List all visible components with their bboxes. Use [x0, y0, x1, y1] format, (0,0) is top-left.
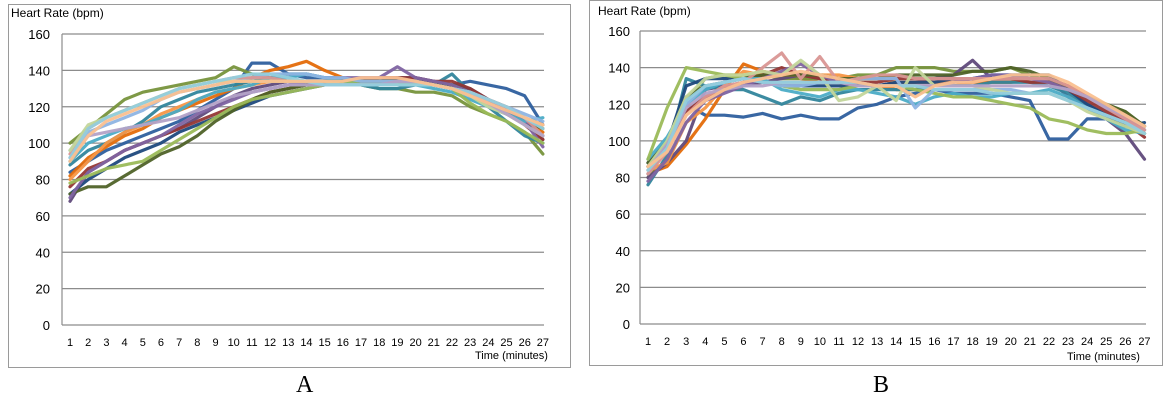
x-tick-label-a: 6: [158, 337, 164, 349]
x-tick-label-b: 22: [1043, 336, 1055, 348]
y-tick-label-a: 20: [36, 282, 50, 297]
y-tick-label-a: 120: [28, 100, 50, 115]
x-tick-label-b: 2: [664, 336, 670, 348]
x-tick-label-b: 1: [645, 336, 651, 348]
x-tick-label-b: 20: [1005, 336, 1017, 348]
x-tick-label-b: 9: [798, 336, 804, 348]
x-tick-label-a: 14: [300, 337, 312, 349]
y-tick-label-a: 60: [36, 209, 50, 224]
x-tick-label-a: 17: [355, 337, 367, 349]
y-tick-label-a: 100: [28, 136, 50, 151]
x-tick-label-b: 14: [890, 336, 902, 348]
y-tick-label-a: 0: [43, 318, 50, 333]
x-tick-label-b: 6: [740, 336, 746, 348]
x-tick-label-a: 27: [537, 337, 549, 349]
y-tick-label-a: 160: [28, 27, 50, 42]
chart-panel-b: [589, 0, 1163, 366]
series-line-a-18: [68, 76, 545, 163]
y-tick-label-b: 40: [616, 244, 630, 259]
x-tick-label-b: 15: [909, 336, 921, 348]
x-tick-label-b: 26: [1119, 336, 1131, 348]
x-tick-label-b: 21: [1024, 336, 1036, 348]
x-tick-label-b: 24: [1081, 336, 1093, 348]
x-tick-label-b: 17: [947, 336, 959, 348]
x-tick-label-a: 7: [176, 337, 182, 349]
x-tick-label-a: 26: [519, 337, 531, 349]
x-tick-label-b: 12: [852, 336, 864, 348]
x-tick-label-b: 18: [966, 336, 978, 348]
x-tick-label-b: 7: [760, 336, 766, 348]
panel-label-b: B: [873, 372, 890, 398]
y-tick-label-b: 120: [608, 97, 630, 112]
y-tick-label-b: 140: [608, 61, 630, 76]
y-tick-label-a: 140: [28, 63, 50, 78]
x-tick-label-b: 19: [986, 336, 998, 348]
x-axis-title-b: Time (minutes): [1067, 351, 1140, 363]
series-line-b-14: [646, 51, 1147, 176]
x-tick-label-a: 24: [482, 337, 494, 349]
x-tick-label-a: 10: [228, 337, 240, 349]
x-tick-label-a: 25: [500, 337, 512, 349]
x-tick-label-b: 8: [779, 336, 785, 348]
y-tick-label-b: 20: [616, 280, 630, 295]
x-tick-label-a: 4: [122, 337, 128, 349]
x-tick-label-b: 25: [1100, 336, 1112, 348]
y-tick-label-b: 100: [608, 134, 630, 149]
x-tick-label-b: 3: [683, 336, 689, 348]
x-tick-label-a: 23: [464, 337, 476, 349]
x-tick-label-a: 13: [282, 337, 294, 349]
x-tick-label-b: 5: [721, 336, 727, 348]
x-tick-label-a: 21: [428, 337, 440, 349]
x-tick-label-b: 10: [814, 336, 826, 348]
series-line-b-18: [646, 69, 1147, 169]
x-tick-label-a: 5: [140, 337, 146, 349]
x-tick-label-b: 4: [702, 336, 708, 348]
y-axis-title-a: Heart Rate (bpm): [11, 6, 104, 20]
panel-label-a: A: [296, 372, 314, 398]
x-tick-label-b: 23: [1062, 336, 1074, 348]
x-tick-label-a: 19: [391, 337, 403, 349]
x-tick-label-b: 13: [871, 336, 883, 348]
x-tick-label-a: 12: [264, 337, 276, 349]
series-line-a-12: [68, 79, 545, 185]
x-tick-label-a: 9: [212, 337, 218, 349]
x-tick-label-a: 3: [103, 337, 109, 349]
y-tick-label-a: 80: [36, 173, 50, 188]
x-tick-label-a: 1: [67, 337, 73, 349]
x-tick-label-a: 2: [85, 337, 91, 349]
y-tick-label-b: 60: [616, 207, 630, 222]
y-tick-label-b: 0: [623, 317, 630, 332]
series-line-a-1: [68, 61, 545, 174]
y-tick-label-b: 80: [616, 171, 630, 186]
x-tick-label-b: 11: [833, 336, 844, 348]
x-tick-label-b: 16: [928, 336, 940, 348]
x-tick-label-a: 16: [337, 337, 349, 349]
x-tick-label-a: 15: [319, 337, 331, 349]
x-tick-label-a: 22: [446, 337, 458, 349]
x-tick-label-a: 8: [194, 337, 200, 349]
x-tick-label-a: 20: [409, 337, 421, 349]
x-tick-label-a: 11: [246, 337, 257, 349]
x-tick-label-b: 27: [1138, 336, 1150, 348]
y-tick-label-a: 40: [36, 245, 50, 260]
x-tick-label-a: 18: [373, 337, 385, 349]
y-tick-label-b: 160: [608, 24, 630, 39]
x-axis-title-a: Time (minutes): [475, 350, 548, 362]
y-axis-title-b: Heart Rate (bpm): [598, 4, 691, 18]
